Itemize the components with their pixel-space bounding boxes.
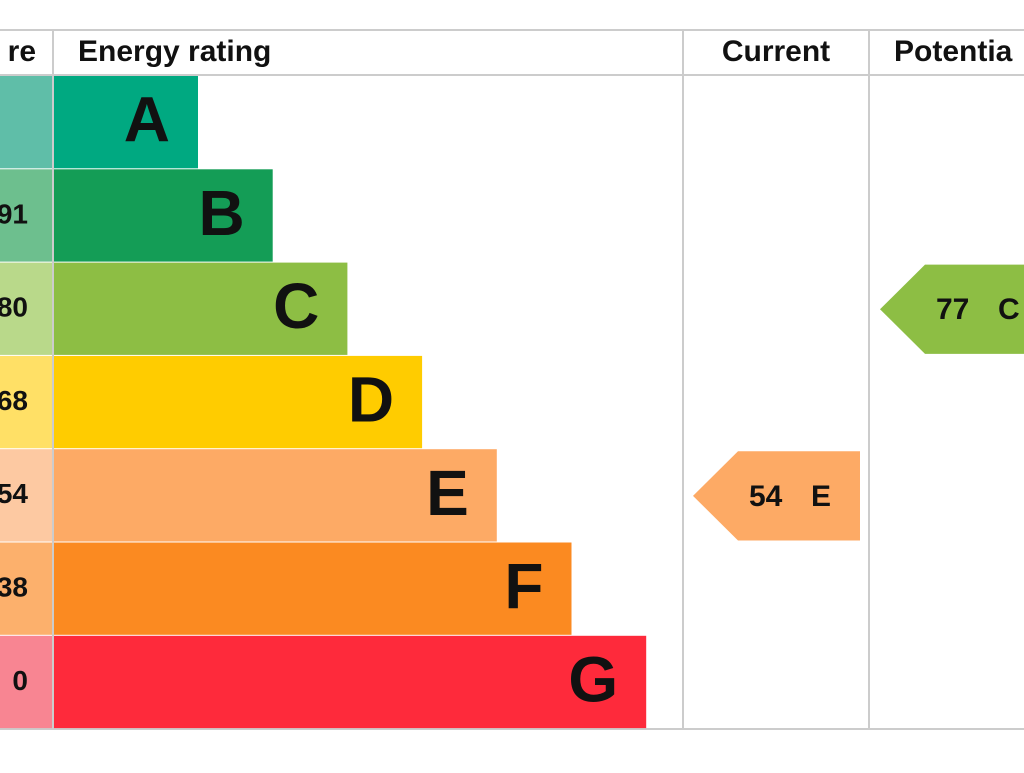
potential-letter: C	[998, 293, 1020, 326]
score-range: 54	[0, 478, 28, 509]
current-value: 54	[749, 480, 783, 513]
score-range: 68	[0, 385, 28, 416]
score-cell	[0, 635, 52, 729]
potential-value: 77	[936, 293, 969, 326]
score-range: 0	[12, 665, 28, 696]
band-letter: G	[568, 643, 618, 715]
band-bar	[54, 635, 647, 729]
score-cell	[0, 262, 52, 355]
score-cell	[0, 449, 52, 542]
score-cell	[0, 76, 52, 169]
score-range: 80	[0, 292, 28, 323]
band-letter: F	[504, 550, 543, 622]
score-range: 38	[0, 572, 28, 603]
score-cell	[0, 355, 52, 449]
band-bar	[54, 355, 423, 449]
current-header: Current	[722, 35, 830, 68]
band-letter: D	[348, 363, 394, 435]
current-arrow	[693, 451, 860, 541]
band-letter: A	[124, 84, 170, 156]
grid	[0, 29, 1024, 730]
band-bar	[54, 169, 273, 262]
score-cell	[0, 542, 52, 635]
band-bar	[54, 76, 198, 169]
band-bar	[54, 262, 348, 355]
current-letter: E	[811, 480, 831, 513]
band-letter: E	[426, 457, 469, 529]
band-bar	[54, 449, 497, 542]
potential-arrow	[880, 264, 1024, 354]
rating-header: Energy rating	[78, 35, 271, 68]
band-letter: B	[198, 177, 244, 249]
score-header: re	[8, 35, 36, 68]
score-range: 91	[0, 198, 28, 229]
band-bar	[54, 542, 572, 635]
potential-header: Potentia	[894, 35, 1013, 68]
band-letter: C	[273, 270, 319, 342]
score-cell	[0, 169, 52, 262]
